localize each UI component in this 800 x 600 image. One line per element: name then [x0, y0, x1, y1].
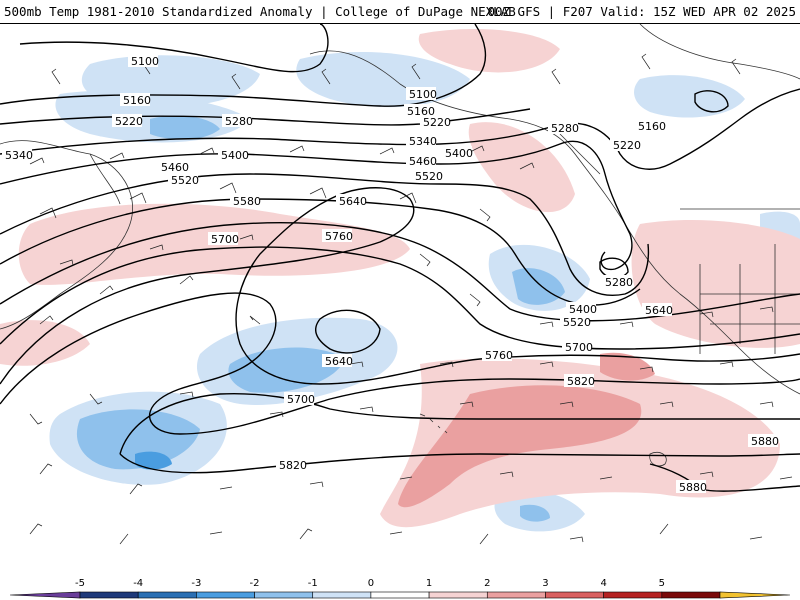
contour-label: 5520: [563, 316, 591, 329]
colorbar-segment: [312, 591, 372, 599]
colorbar-segment: [79, 591, 139, 599]
colorbar-tick-label: 3: [542, 578, 548, 589]
contour-label: 5280: [225, 115, 253, 128]
colorbar-segment: [428, 591, 488, 599]
contour-label: 5520: [415, 170, 443, 183]
colorbar-tick-label: -1: [308, 578, 318, 589]
product-title: 500mb Temp 1981-2010 Standardized Anomal…: [4, 4, 516, 19]
colorbar-tick-label: 4: [600, 578, 606, 589]
contour-label: 5820: [279, 459, 307, 472]
contour-label: 5700: [211, 233, 239, 246]
contour-label: 5220: [115, 115, 143, 128]
contour-label: 5820: [567, 375, 595, 388]
colorbar-tick-label: -4: [133, 578, 143, 589]
colorbar-segment: [254, 591, 314, 599]
contour-label: 5520: [171, 174, 199, 187]
contour-label: 5700: [565, 341, 593, 354]
colorbar-tick-label: -2: [250, 578, 260, 589]
contour-label: 5160: [638, 120, 666, 133]
contour-label: 5400: [445, 147, 473, 160]
colorbar-segment: [486, 591, 546, 599]
contour-label: 5400: [221, 149, 249, 162]
colorbar-segment: [661, 591, 721, 599]
colorbar-ticks: -5 -4 -3 -2 -1 0 1 2 3 4 5: [75, 578, 665, 589]
colorbar-tick-label: -3: [191, 578, 201, 589]
contour-label: 5340: [5, 149, 33, 162]
weather-map: 5100 5100 5160 5160 5160 5220 5220 5220 …: [0, 24, 800, 572]
colorbar-tick-label: 5: [659, 578, 665, 589]
contour-label: 5760: [325, 230, 353, 243]
contour-label: 5880: [751, 435, 779, 448]
colorbar-tick-label: -5: [75, 578, 85, 589]
cold-anomaly-shading: [49, 51, 800, 532]
contour-label: 5280: [551, 122, 579, 135]
contour-label: 5220: [613, 139, 641, 152]
contour-label: 5220: [423, 116, 451, 129]
contour-label: 5640: [339, 195, 367, 208]
anomaly-colorbar: -5 -4 -3 -2 -1 0 1 2 3 4 5: [0, 572, 800, 600]
contour-label: 5400: [569, 303, 597, 316]
warm-anomaly-shading: [0, 29, 800, 528]
colorbar-segment: [370, 591, 430, 599]
colorbar-segments: [9, 591, 791, 599]
contour-label: 5100: [131, 55, 159, 68]
map-header: 500mb Temp 1981-2010 Standardized Anomal…: [0, 0, 800, 24]
colorbar-tick-label: 0: [368, 578, 374, 589]
contour-label-layer: 5100 5100 5160 5160 5160 5220 5220 5220 …: [2, 54, 779, 494]
colorbar-segment: [545, 591, 604, 599]
colorbar-segment: [603, 591, 663, 599]
colorbar-tick-label: 1: [426, 578, 432, 589]
wind-barbs: [29, 53, 793, 545]
contour-label: 5160: [123, 94, 151, 107]
contour-label: 5160: [407, 105, 435, 118]
contour-label: 5280: [605, 276, 633, 289]
colorbar-high-extend: [719, 591, 791, 599]
contour-label: 5580: [233, 195, 261, 208]
colorbar-tick-label: 2: [484, 578, 490, 589]
contour-label: 5460: [409, 155, 437, 168]
contour-label: 5640: [325, 355, 353, 368]
contour-label: 5700: [287, 393, 315, 406]
contour-label: 5760: [485, 349, 513, 362]
colorbar-segment: [137, 591, 197, 599]
contour-label: 5880: [679, 481, 707, 494]
model-valid-time: 00Z GFS | F207 Valid: 15Z WED APR 02 202…: [487, 4, 796, 19]
contour-label: 5340: [409, 135, 437, 148]
contour-label: 5100: [409, 88, 437, 101]
contour-label: 5460: [161, 161, 189, 174]
contour-label: 5640: [645, 304, 673, 317]
colorbar-segment: [196, 591, 255, 599]
